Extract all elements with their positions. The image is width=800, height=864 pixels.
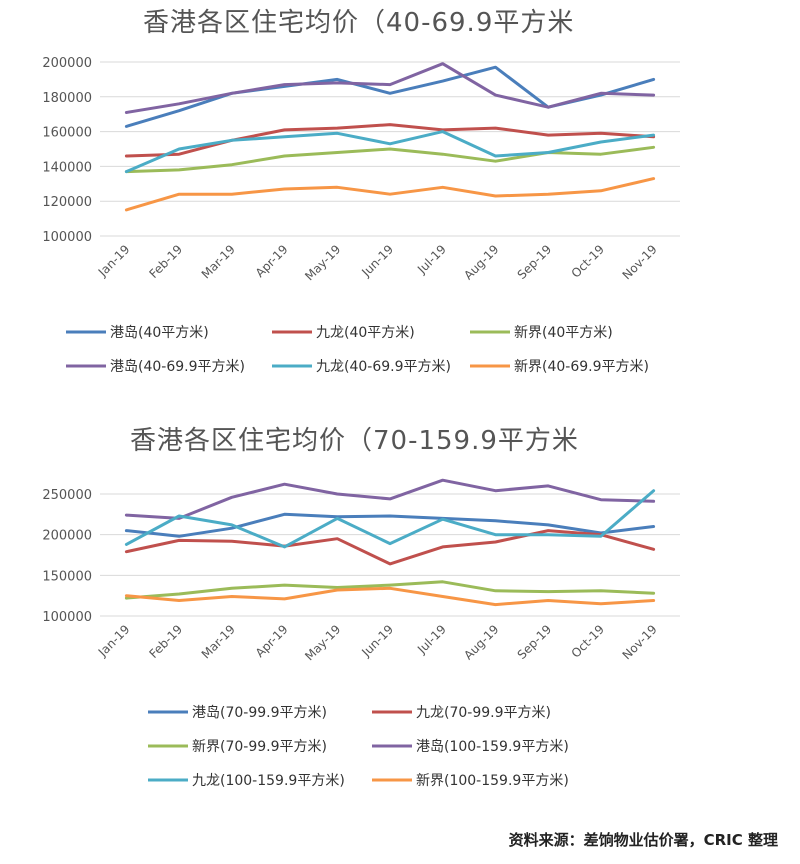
chart-1: 100000 120000 140000 160000 180000 200000 Jan-… [42, 56, 680, 375]
x-tick-label: Mar-19 [199, 242, 238, 281]
legend-label: 港岛(70-99.9平方米) [192, 705, 327, 721]
series-line [124, 586, 656, 607]
legend-item: 新界(70-99.9平方米) [148, 739, 327, 755]
series-line [124, 478, 656, 520]
y-tick-label: 120000 [42, 195, 92, 210]
y-tick-label: 100000 [42, 610, 92, 625]
x-tick-label: Jan-19 [95, 622, 133, 660]
legend-label: 港岛(40平方米) [110, 325, 209, 341]
legend-item: 新界(40-69.9平方米) [470, 359, 649, 375]
y-tick-label: 160000 [42, 126, 92, 141]
series-line [124, 489, 656, 549]
y-tick-label: 200000 [42, 56, 92, 71]
legend-item: 港岛(40平方米) [66, 325, 209, 341]
x-tick-label: Apr-19 [253, 242, 291, 280]
series-line [124, 130, 656, 174]
source-note: 资料来源：差饷物业估价署，CRIC 整理 [508, 831, 778, 849]
legend-item: 新界(40平方米) [470, 325, 613, 341]
x-tick-label: Nov-19 [620, 622, 660, 662]
legend-item: 港岛(70-99.9平方米) [148, 705, 327, 721]
legend-label: 九龙(40-69.9平方米) [316, 359, 451, 375]
legend-item: 九龙(40平方米) [272, 325, 415, 341]
x-tick-label: Nov-19 [620, 242, 660, 282]
y-tick-label: 200000 [42, 529, 92, 544]
x-tick-label: Mar-19 [199, 622, 238, 661]
series-line [124, 580, 656, 600]
x-tick-label: May-19 [302, 622, 343, 663]
chart-2: 100000 150000 200000 250000 Jan-19 Feb-19 Mar-… [42, 478, 680, 789]
series-line [124, 529, 656, 566]
x-tick-label: Sep-19 [515, 242, 555, 282]
legend-label: 港岛(40-69.9平方米) [110, 359, 245, 375]
series-line [124, 177, 656, 212]
x-tick-label: Jun-19 [358, 622, 396, 660]
x-tick-label: Feb-19 [146, 242, 185, 281]
x-tick-label: Jul-19 [414, 622, 449, 657]
legend-label: 九龙(40平方米) [316, 325, 415, 341]
series-line [124, 62, 656, 114]
x-tick-label: Aug-19 [461, 622, 501, 662]
x-tick-label: Jul-19 [414, 242, 449, 277]
series-line [124, 512, 656, 538]
legend-item: 九龙(40-69.9平方米) [272, 359, 451, 375]
series-line [124, 123, 656, 158]
x-tick-label: Oct-19 [569, 622, 607, 660]
legend-label: 九龙(100-159.9平方米) [192, 773, 345, 789]
y-tick-label: 100000 [42, 230, 92, 245]
x-tick-label: Sep-19 [515, 622, 555, 662]
x-tick-label: Jun-19 [358, 242, 396, 280]
legend-label: 九龙(70-99.9平方米) [416, 705, 551, 721]
x-tick-label: Oct-19 [569, 242, 607, 280]
x-tick-label: Apr-19 [253, 622, 291, 660]
y-tick-label: 140000 [42, 160, 92, 175]
x-tick-label: May-19 [302, 242, 343, 283]
legend-label: 新界(40-69.9平方米) [514, 359, 649, 375]
legend-label: 新界(70-99.9平方米) [192, 739, 327, 755]
legend-item: 九龙(70-99.9平方米) [372, 705, 551, 721]
x-tick-label: Aug-19 [461, 242, 501, 282]
legend-item: 港岛(40-69.9平方米) [66, 359, 245, 375]
legend-label: 新界(100-159.9平方米) [416, 773, 569, 789]
legend-item: 新界(100-159.9平方米) [372, 773, 569, 789]
chart2-title: 香港各区住宅均价（70-159.9平方米 [130, 426, 579, 456]
y-tick-label: 180000 [42, 91, 92, 106]
legend-label: 新界(40平方米) [514, 325, 613, 341]
series-line [124, 145, 656, 174]
x-tick-label: Jan-19 [95, 242, 133, 280]
x-tick-label: Feb-19 [146, 622, 185, 661]
y-tick-label: 250000 [42, 488, 92, 503]
chart1-title: 香港各区住宅均价（40-69.9平方米 [143, 8, 575, 38]
y-tick-label: 150000 [42, 569, 92, 584]
legend-item: 港岛(100-159.9平方米) [372, 739, 569, 755]
legend-item: 九龙(100-159.9平方米) [148, 773, 345, 789]
legend-label: 港岛(100-159.9平方米) [416, 739, 569, 755]
